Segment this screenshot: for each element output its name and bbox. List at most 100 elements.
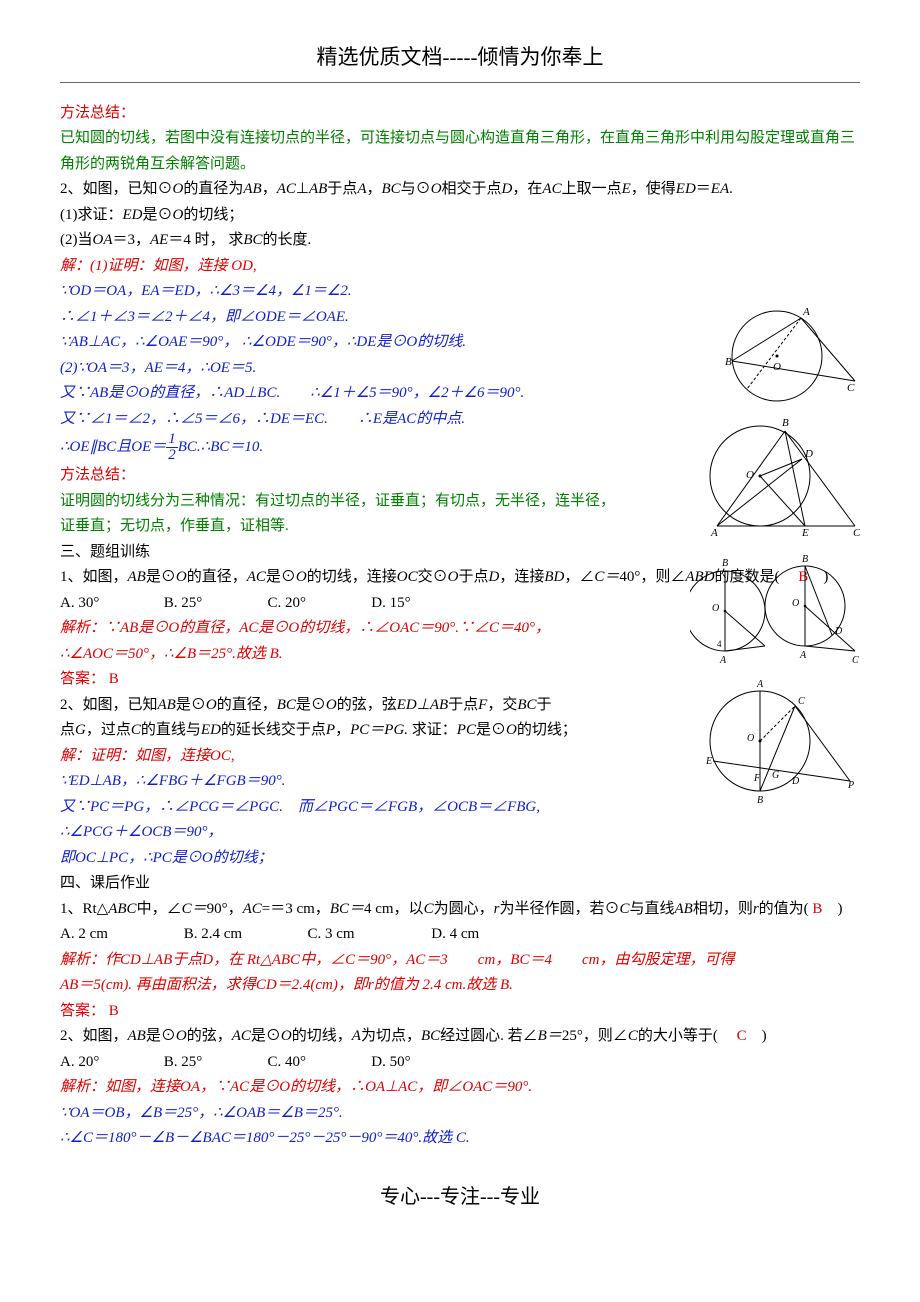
t: ， bbox=[335, 722, 350, 738]
t: OE＝ bbox=[210, 360, 245, 376]
t: ，在 Rt△ bbox=[213, 952, 272, 968]
fraction: 12 bbox=[166, 432, 178, 463]
p4-2-stem: 2、如图，AB是⊙O的弦，AC是⊙O的切线，A为切点，BC经过圆心. 若∠B＝2… bbox=[60, 1024, 860, 1050]
t: 2、如图，已知 bbox=[60, 697, 158, 713]
t: 的切线； bbox=[213, 850, 273, 866]
t: 是⊙ bbox=[296, 697, 326, 713]
t: DE＝EC. ∴E bbox=[270, 411, 382, 427]
t: BC.∴BC＝ bbox=[178, 439, 245, 455]
t: BC bbox=[277, 697, 296, 713]
t: AC bbox=[232, 1028, 251, 1044]
t: ABC bbox=[108, 901, 136, 917]
den: 2 bbox=[166, 448, 178, 463]
t: O bbox=[281, 1028, 292, 1044]
t: 解：(1)证明：如图，连接 OD, bbox=[60, 258, 257, 274]
svg-text:G: G bbox=[772, 770, 779, 781]
t: 10. bbox=[244, 439, 263, 455]
t: ，即∠ bbox=[417, 1079, 462, 1095]
page-header: 精选优质文档-----倾情为你奉上 bbox=[60, 40, 860, 76]
main-content: B A C O A B C D E O B A O 4 B A C D O bbox=[60, 101, 860, 1152]
t: ＝3， bbox=[113, 232, 151, 248]
p4-2-expl1: 解析：如图，连接OA，∵AC是⊙O的切线，∴OA⊥AC，即∠OAC＝90°. bbox=[60, 1075, 860, 1101]
t: A bbox=[352, 1028, 361, 1044]
t: 又∵ bbox=[60, 799, 90, 815]
t: 而∠ bbox=[283, 799, 328, 815]
p4-2-options: A. 20° B. 25° C. 40° D. 50° bbox=[60, 1050, 860, 1076]
t: AB＝ bbox=[60, 977, 93, 993]
t: (1)求证： bbox=[60, 207, 123, 223]
t: 于点 bbox=[448, 697, 478, 713]
t: D bbox=[502, 181, 513, 197]
t: ， bbox=[262, 181, 277, 197]
t: 90°， bbox=[370, 952, 406, 968]
p4-2-expl2: ∵OA＝OB，∠B＝25°，∴∠OAB＝∠B＝25°. bbox=[60, 1101, 860, 1127]
t: 的直径为 bbox=[183, 181, 243, 197]
t: O bbox=[448, 569, 459, 585]
svg-text:O: O bbox=[746, 469, 754, 481]
t: O bbox=[168, 620, 179, 636]
t: OC⊥PC，∴PC bbox=[75, 850, 172, 866]
figure-2: A B C D E O bbox=[705, 411, 860, 541]
p3-2-stem: 2、如图，已知AB是⊙O的直径，BC是⊙O的弦，弦ED⊥AB于点F，交BC于 bbox=[60, 693, 620, 719]
opt-d: D. 4 cm bbox=[431, 922, 551, 948]
svg-text:B: B bbox=[725, 356, 732, 368]
t: 90°.∵∠ bbox=[434, 620, 489, 636]
t: O bbox=[431, 181, 442, 197]
t: O bbox=[296, 569, 307, 585]
t: PC bbox=[457, 722, 476, 738]
t: PC＝PG. bbox=[350, 722, 408, 738]
t: OE＝ bbox=[131, 439, 166, 455]
t: PC＝PG，∴∠PCG＝∠PGC. bbox=[90, 799, 283, 815]
t: OA⊥AC bbox=[365, 1079, 417, 1095]
t: AB bbox=[674, 901, 692, 917]
p4-1-stem: 1、Rt△ABC中，∠C＝90°，AC=＝3 cm，BC＝4 cm，以C为圆心，… bbox=[60, 897, 860, 923]
opt-c: C. 20° bbox=[268, 591, 368, 617]
t: ，交 bbox=[487, 697, 517, 713]
t: C＝ bbox=[345, 952, 370, 968]
svg-text:4: 4 bbox=[717, 639, 722, 649]
t: 于点 bbox=[458, 569, 488, 585]
t: OAC＝ bbox=[462, 1079, 507, 1095]
t: ∴ bbox=[60, 439, 70, 455]
t: O bbox=[138, 385, 149, 401]
t: AC bbox=[243, 901, 262, 917]
opt-d: D. 15° bbox=[371, 591, 471, 617]
t: 的直线与 bbox=[141, 722, 201, 738]
p4-1-expl2: AB＝5(cm). 再由面积法，求得CD＝2.4(cm)，即r的值为 2.4 c… bbox=[60, 973, 860, 999]
t: 3 cm， bbox=[440, 952, 510, 968]
t: DE bbox=[356, 334, 376, 350]
t: BC bbox=[382, 181, 401, 197]
t: 为半径作圆，若⊙ bbox=[499, 901, 619, 917]
svg-text:F: F bbox=[753, 773, 761, 784]
t: 是⊙ bbox=[172, 850, 202, 866]
t: 解：证明：如图，连接 bbox=[60, 748, 210, 764]
t: AB bbox=[128, 1028, 146, 1044]
t: AB bbox=[120, 620, 138, 636]
figure-1: B A C O bbox=[715, 301, 860, 411]
svg-text:D: D bbox=[804, 448, 813, 460]
opt-d: D. 50° bbox=[371, 1050, 471, 1076]
t: 是 bbox=[382, 411, 397, 427]
t: 的切线. bbox=[417, 334, 466, 350]
t: 上取一点 bbox=[562, 181, 622, 197]
t: O bbox=[173, 181, 184, 197]
t: 求证： bbox=[408, 722, 457, 738]
t: 是⊙ bbox=[176, 697, 206, 713]
t: 是⊙ bbox=[258, 620, 288, 636]
opt-a: A. 20° bbox=[60, 1050, 160, 1076]
svg-text:O: O bbox=[712, 603, 719, 614]
t: O bbox=[176, 1028, 187, 1044]
t: 是⊙ bbox=[251, 1028, 281, 1044]
t: C bbox=[628, 1028, 638, 1044]
t: =＝3 cm， bbox=[262, 901, 330, 917]
t: 的值为 2.4 cm.故选 B. bbox=[374, 977, 513, 993]
t: 相交于点 bbox=[442, 181, 502, 197]
t: 是⊙ bbox=[143, 207, 173, 223]
svg-text:B: B bbox=[722, 558, 728, 569]
t: 点 bbox=[60, 722, 75, 738]
t: CD＝ bbox=[256, 977, 292, 993]
svg-text:D: D bbox=[791, 776, 800, 787]
t: ED⊥AB bbox=[397, 697, 448, 713]
t: AB bbox=[243, 181, 261, 197]
svg-text:E: E bbox=[705, 756, 712, 767]
